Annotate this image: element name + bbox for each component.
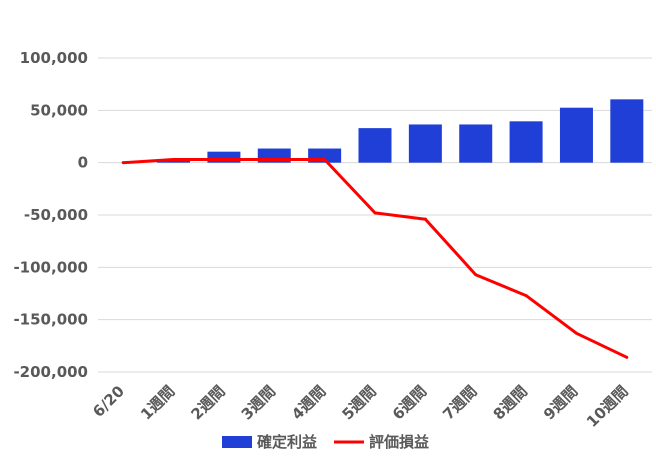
x-tick-label: 1週間 (137, 382, 178, 423)
gridlines (98, 57, 652, 373)
line-point (121, 161, 125, 165)
bar-確定利益 (459, 124, 493, 163)
y-tick-label: 0 (78, 154, 88, 172)
x-tick-label: 4週間 (288, 382, 329, 423)
x-tick-label: 10週間 (583, 382, 632, 431)
y-tick-label: -150,000 (13, 311, 88, 329)
line-point (474, 273, 478, 277)
line-series (121, 158, 629, 359)
x-tick-label: 6週間 (389, 382, 430, 423)
bar-確定利益 (408, 124, 442, 163)
line-point (574, 331, 578, 335)
x-tick-label: 3週間 (238, 382, 279, 423)
line-point (172, 158, 176, 162)
x-tick-label: 5週間 (339, 382, 380, 423)
y-tick-label: -100,000 (13, 258, 88, 276)
legend-bar-swatch (222, 436, 252, 448)
x-tick-label: 6/20 (89, 382, 128, 421)
x-tick-label: 9週間 (540, 382, 581, 423)
y-tick-label: 100,000 (20, 49, 88, 67)
line-point (222, 158, 226, 162)
bar-確定利益 (559, 107, 593, 163)
x-tick-label: 8週間 (490, 382, 531, 423)
legend-bar-label: 確定利益 (256, 433, 317, 451)
line-point (272, 158, 276, 162)
y-tick-label: 50,000 (30, 101, 88, 119)
line-point (423, 217, 427, 221)
line-point (524, 294, 528, 298)
bar-series (157, 99, 644, 163)
bar-確定利益 (157, 160, 191, 163)
line-point (323, 158, 327, 162)
line-評価損益 (123, 158, 628, 359)
bar-確定利益 (358, 128, 392, 163)
y-tick-label: -50,000 (24, 206, 88, 224)
bar-確定利益 (509, 121, 543, 163)
y-axis: 100,000 50,000 0 -50,000 -100,000 -150,000 -20… (13, 49, 88, 381)
bar-確定利益 (610, 99, 644, 163)
x-tick-label: 2週間 (187, 382, 228, 423)
line-point (373, 211, 377, 215)
legend: 確定利益 評価損益 (222, 433, 429, 451)
line-point (625, 355, 629, 359)
legend-line-label: 評価損益 (369, 433, 429, 451)
x-axis: 6/20 1週間 2週間 3週間 4週間 5週間 6週間 7週間 8週間 9週間 10週間 (89, 382, 631, 431)
x-tick-label: 7週間 (439, 382, 480, 423)
y-tick-label: -200,000 (13, 363, 88, 381)
bar-確定利益 (207, 151, 241, 163)
